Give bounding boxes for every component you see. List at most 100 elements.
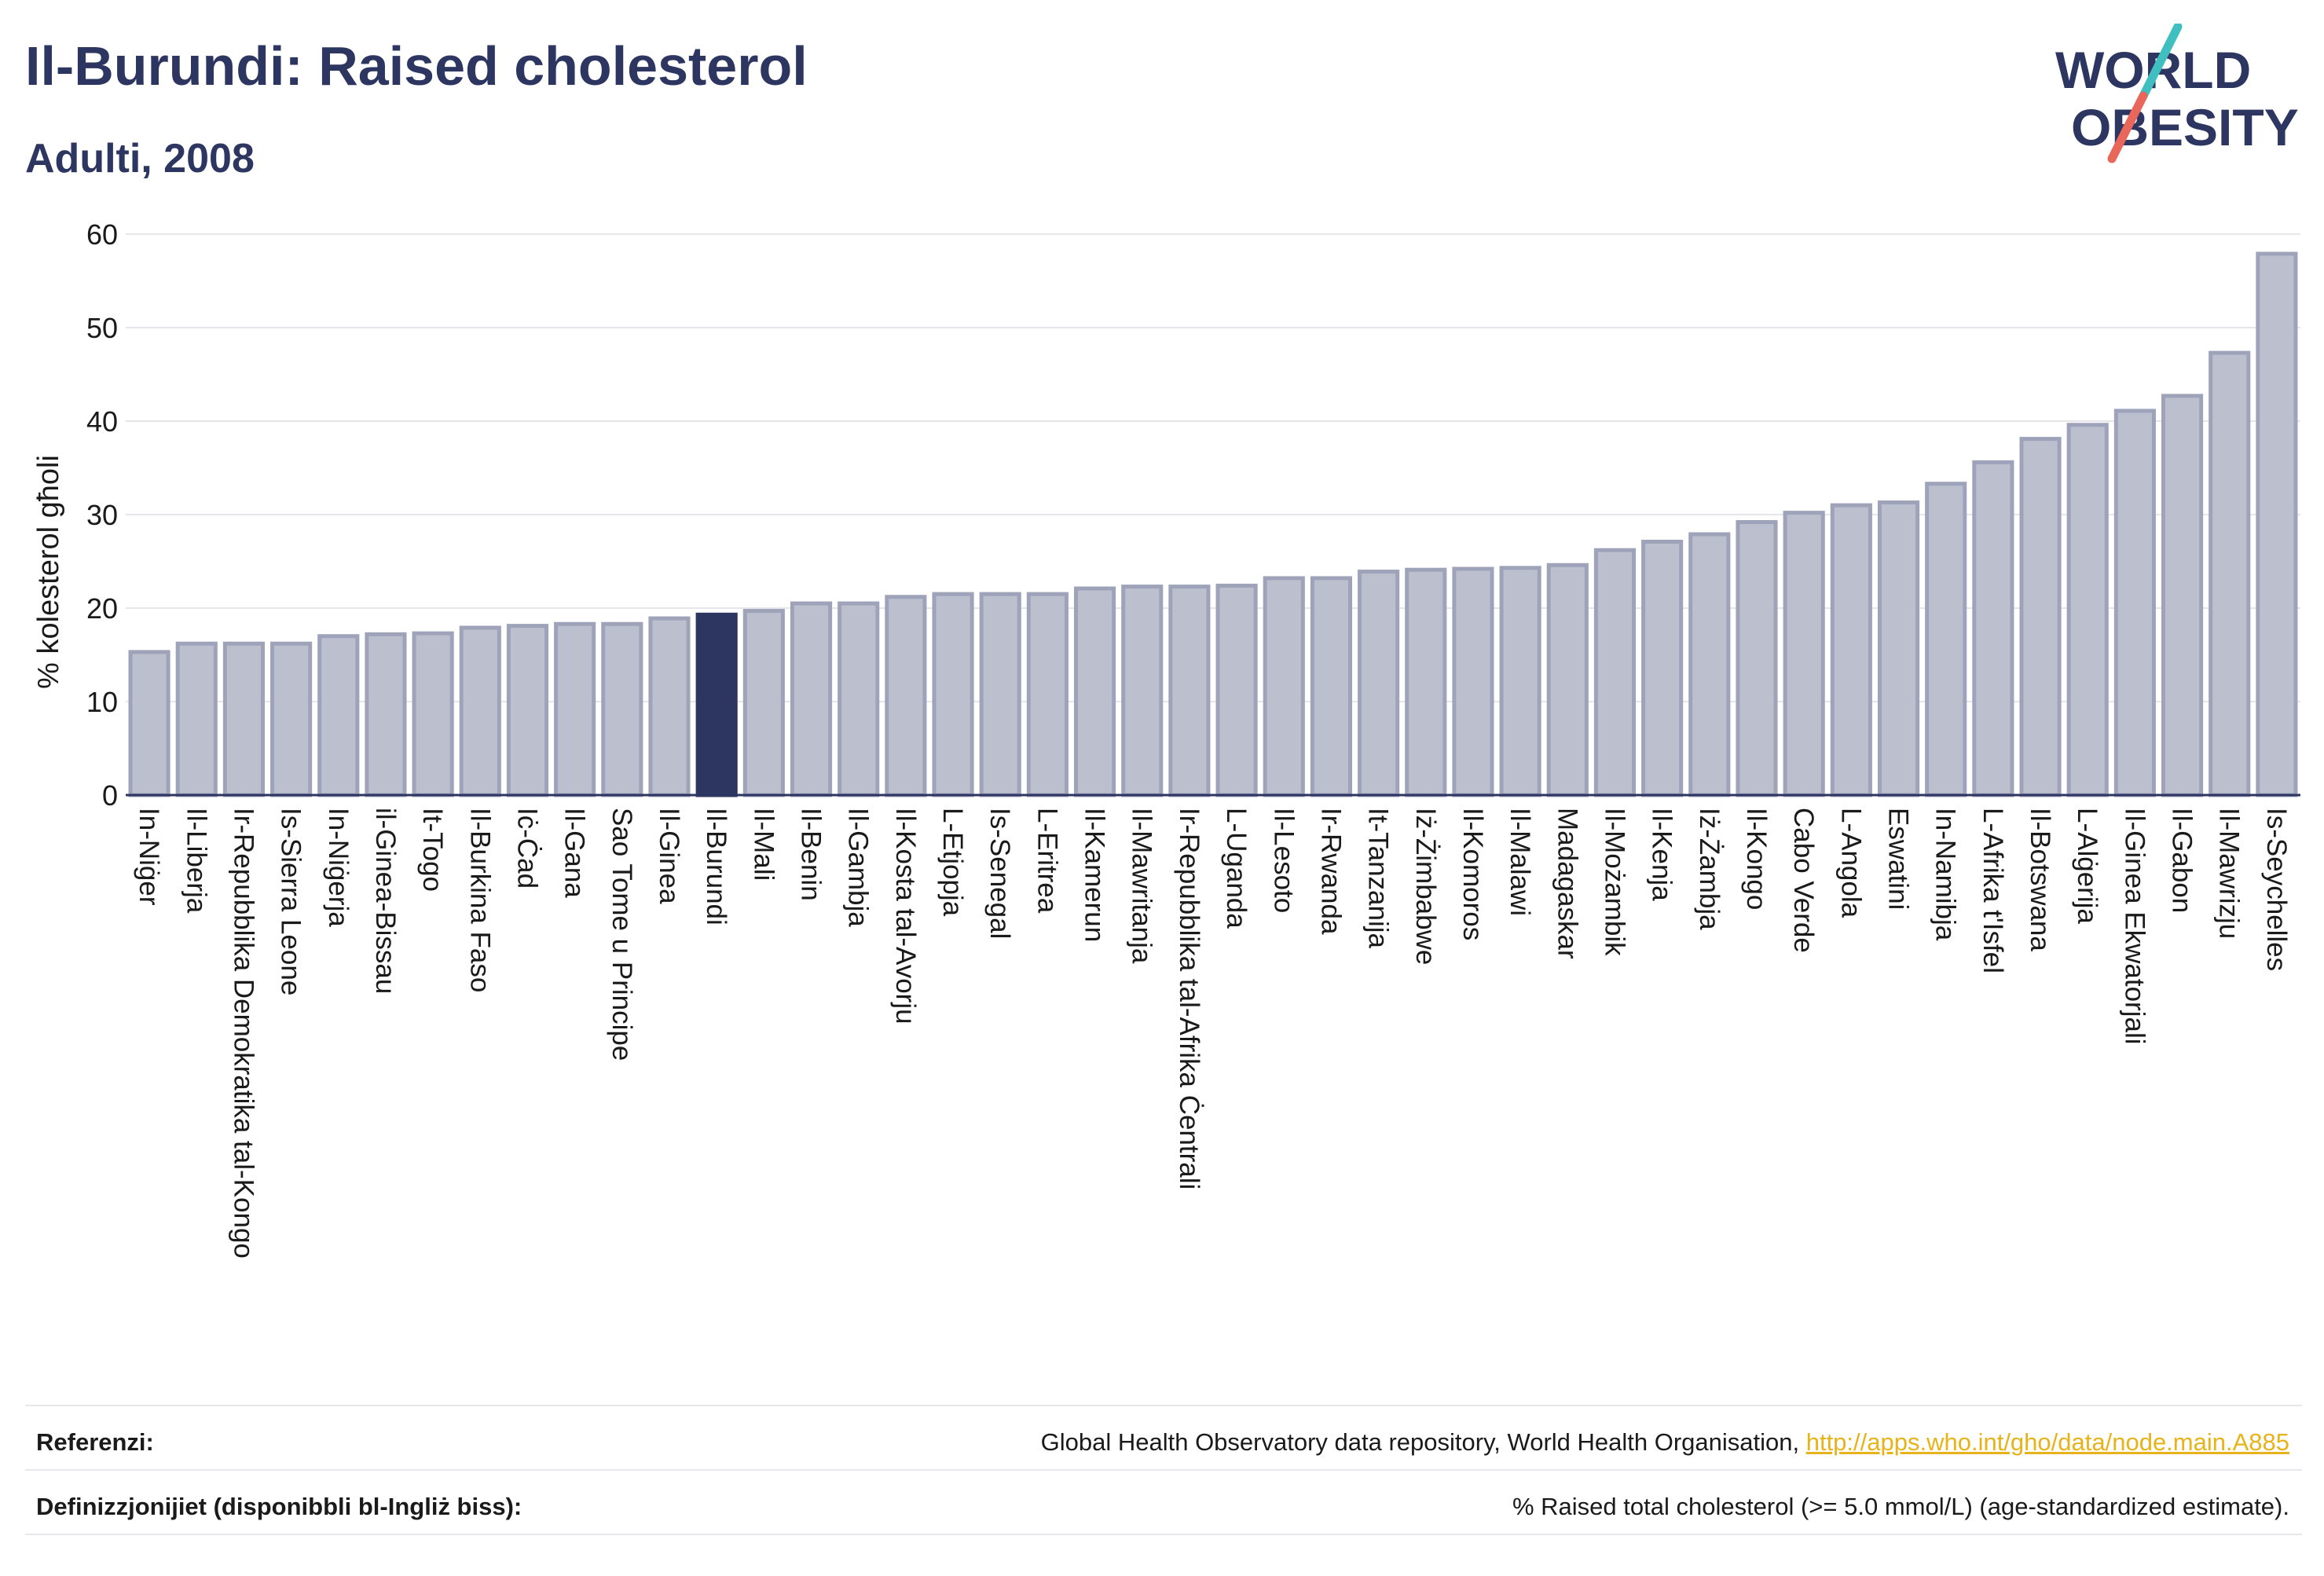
bar[interactable] (2209, 350, 2251, 797)
bar[interactable] (412, 631, 454, 797)
bar[interactable] (932, 592, 974, 797)
x-category-label: Ir-Repubblika tal-Afrika Ċentrali (1174, 808, 1204, 1189)
bars-layer (128, 251, 2298, 797)
x-category-label: Il-Mali (748, 808, 779, 881)
x-category-label: Il-Gana (559, 808, 590, 898)
x-category-label: Il-Gambja (843, 808, 874, 927)
bar[interactable] (1168, 585, 1211, 797)
bar[interactable] (1310, 576, 1353, 797)
bar[interactable] (365, 632, 407, 797)
bar[interactable] (1688, 532, 1731, 797)
x-category-label: Is-Seychelles (2261, 808, 2292, 971)
bar[interactable] (128, 650, 170, 797)
bar[interactable] (648, 616, 691, 797)
x-category-label: Il-Kamerun (1080, 808, 1110, 942)
y-tick-label: 40 (86, 405, 118, 438)
bar[interactable] (2019, 437, 2062, 797)
bar[interactable] (601, 621, 643, 797)
bar[interactable] (1405, 567, 1447, 797)
x-category-label: Il-Ginea (654, 808, 684, 904)
footer-divider-middle (25, 1469, 2302, 1471)
x-category-label: Il-Ginea Ekwatorjali (2119, 808, 2150, 1045)
bar[interactable] (838, 601, 880, 797)
y-tick-label: 10 (86, 686, 118, 718)
x-category-label: Iż-Żambja (1694, 808, 1725, 930)
x-category-label: Cabo Verde (1788, 808, 1819, 953)
bar[interactable] (2161, 394, 2204, 797)
x-category-label: Eswatini (1883, 808, 1914, 910)
x-category-label: L-Afrika t'Isfel (1978, 808, 2008, 973)
x-category-label: Il-Liberja (181, 808, 211, 914)
bar[interactable] (1972, 460, 2014, 797)
logo-line2: OBESITY (2071, 98, 2299, 156)
y-tick-label: 30 (86, 499, 118, 531)
bar[interactable] (2066, 423, 2109, 797)
bar[interactable] (270, 641, 313, 797)
y-tick-label: 0 (102, 779, 118, 812)
footer-divider-bottom (25, 1534, 2302, 1535)
bar[interactable] (1736, 520, 1778, 797)
bar[interactable] (1215, 583, 1258, 797)
x-category-label: In-Niġer (134, 808, 164, 906)
page-subtitle: Adulti, 2008 (25, 136, 255, 181)
x-category-label: Is-Senegal (984, 808, 1015, 939)
bar[interactable] (1358, 570, 1400, 797)
bar[interactable] (1593, 548, 1637, 797)
y-axis-label: % kolesterol għoli (32, 455, 65, 689)
bar[interactable] (2256, 251, 2298, 797)
bar[interactable] (1830, 503, 1872, 797)
x-category-label: It-Tanzanija (1363, 808, 1394, 949)
y-tick-label: 50 (86, 312, 118, 344)
bar[interactable] (1499, 566, 1541, 797)
x-category-label: Iċ-Ċad (511, 808, 542, 889)
x-category-label: Ir-Repubblika Demokratika tal-Kongo (228, 808, 258, 1259)
x-category-label: L-Eritrea (1032, 808, 1062, 914)
x-category-label: L-Etjopja (937, 808, 968, 917)
y-tick-label: 20 (86, 592, 118, 625)
axes-layer: 0 10 20 30 40 50 60 (86, 218, 2300, 812)
logo-slash-teal (2139, 24, 2183, 101)
x-category-label: L-Uganda (1221, 808, 1252, 929)
references-link[interactable]: http://apps.who.int/gho/data/node.main.A… (1805, 1428, 2289, 1456)
bar[interactable] (1925, 482, 1967, 797)
x-category-label: il-Ginea-Bissau (370, 808, 401, 994)
x-category-label: Il-Burundi (701, 808, 731, 925)
x-category-label: Il-Lesoto (1268, 808, 1299, 913)
x-category-label: Iż-Żimbabwe (1410, 808, 1441, 965)
x-category-label: Il-Kenja (1647, 808, 1677, 901)
footer-divider-top (25, 1405, 2302, 1406)
x-category-label: Il-Komoros (1457, 808, 1488, 940)
bar[interactable] (459, 625, 501, 797)
bar-highlighted[interactable] (695, 612, 738, 797)
bar[interactable] (1783, 511, 1825, 797)
x-category-label: Il-Mawritanja (1127, 808, 1157, 964)
bar[interactable] (1452, 566, 1494, 797)
bar[interactable] (1877, 500, 1920, 797)
bar[interactable] (1073, 586, 1116, 797)
bar[interactable] (222, 641, 266, 797)
bar[interactable] (1641, 540, 1684, 797)
bar[interactable] (1026, 592, 1069, 797)
bar[interactable] (506, 624, 549, 797)
bar[interactable] (742, 609, 785, 797)
x-category-label: Is-Sierra Leone (276, 808, 306, 995)
bar[interactable] (1121, 585, 1164, 797)
x-category-label: L-Angola (1835, 808, 1866, 918)
bar[interactable] (1546, 563, 1589, 797)
x-category-label: Il-Botswana (2025, 808, 2055, 951)
references-label: Referenzi: (36, 1428, 154, 1456)
x-category-label: Il-Benin (796, 808, 827, 901)
bar[interactable] (790, 601, 833, 797)
bar[interactable] (317, 634, 360, 797)
bar[interactable] (885, 595, 927, 797)
bar[interactable] (175, 641, 218, 797)
references-value: Global Health Observatory data repositor… (1041, 1428, 2289, 1457)
definitions-label: Definizzjonijiet (disponibbli bl-Ingliż … (36, 1493, 522, 1520)
x-category-label: Il-Kongo (1741, 808, 1772, 910)
page-title: Il-Burundi: Raised cholesterol (25, 35, 808, 97)
x-category-label: In-Namibja (1930, 808, 1961, 941)
bar[interactable] (1263, 576, 1305, 797)
bar[interactable] (2113, 409, 2156, 797)
bar[interactable] (554, 621, 596, 797)
bar[interactable] (979, 592, 1021, 797)
